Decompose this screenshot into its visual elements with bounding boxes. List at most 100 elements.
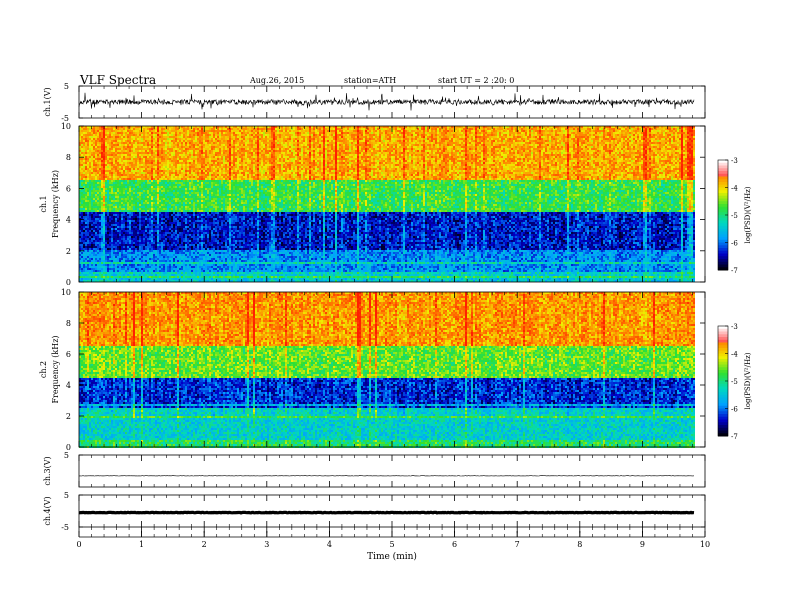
spectrogram-cell xyxy=(613,130,615,132)
spectrogram-cell xyxy=(219,130,221,132)
spectrogram-cell xyxy=(347,136,349,138)
spectrogram-cell xyxy=(285,130,287,132)
spectrogram-cell xyxy=(305,130,307,132)
spectrogram-cell xyxy=(673,130,675,132)
spectrogram-cell xyxy=(593,138,595,140)
spectrogram-cell xyxy=(481,130,483,132)
spectrogram-cell xyxy=(105,138,107,140)
spectrogram-cell xyxy=(581,130,583,132)
spectrogram-cell xyxy=(179,132,181,134)
spectrogram-cell xyxy=(409,136,411,138)
spectrogram-cell xyxy=(399,130,401,132)
spectrogram-cell xyxy=(87,138,89,140)
spectrogram-cell xyxy=(515,128,517,130)
spectrogram-cell xyxy=(615,134,617,136)
spectrogram-cell xyxy=(461,130,463,132)
spectrogram-cell xyxy=(295,134,297,136)
spectrogram-cell xyxy=(253,134,255,136)
spectrogram-cell xyxy=(183,134,185,136)
spectrogram-cell xyxy=(685,134,687,136)
spectrogram-cell xyxy=(319,134,321,136)
spectrogram-cell xyxy=(297,132,299,134)
spectrogram-cell xyxy=(411,138,413,140)
spectrogram-cell xyxy=(203,140,205,142)
spectrogram-cell xyxy=(619,138,621,140)
spectrogram-cell xyxy=(463,140,465,142)
spectrogram-cell xyxy=(405,138,407,140)
spectrogram-cell xyxy=(259,130,261,132)
spectrogram-cell xyxy=(281,132,283,134)
spectrogram-cell xyxy=(305,132,307,134)
spectrogram-cell xyxy=(263,138,265,140)
spectrogram-cell xyxy=(461,128,463,130)
spectrogram-cell xyxy=(657,138,659,140)
spectrogram-cell xyxy=(487,140,489,142)
spectrogram-cell xyxy=(651,136,653,138)
spectrogram-cell xyxy=(523,130,525,132)
spectrogram-cell xyxy=(671,136,673,138)
spectrogram-cell xyxy=(419,140,421,142)
spectrogram-cell xyxy=(113,136,115,138)
spectrogram-cell xyxy=(247,132,249,134)
spectrogram-cell xyxy=(685,138,687,140)
spectrogram-cell xyxy=(201,132,203,134)
spectrogram-cell xyxy=(445,132,447,134)
spectrogram-cell xyxy=(561,130,563,132)
spectrogram-cell xyxy=(549,130,551,132)
spectrogram-cell xyxy=(643,130,645,132)
spectrogram-cell xyxy=(517,136,519,138)
spectrogram-cell xyxy=(257,134,259,136)
spectrogram-cell xyxy=(299,134,301,136)
spectrogram-cell xyxy=(211,134,213,136)
spectrogram-cell xyxy=(421,140,423,142)
spectrogram-cell xyxy=(107,128,109,130)
spectrogram-cell xyxy=(565,128,567,130)
spectrogram-cell xyxy=(205,136,207,138)
spectrogram-cell xyxy=(545,134,547,136)
spectrogram-cell xyxy=(659,132,661,134)
spectrogram-cell xyxy=(121,132,123,134)
spectrogram-cell xyxy=(277,136,279,138)
spectrogram-cell xyxy=(109,130,111,132)
spectrogram-cell xyxy=(559,138,561,140)
spectrogram-cell xyxy=(351,140,353,142)
spectrogram-cell xyxy=(401,128,403,130)
spectrogram-cell xyxy=(641,136,643,138)
spectrogram-cell xyxy=(369,134,371,136)
spectrogram-cell xyxy=(119,140,121,142)
spectrogram-cell xyxy=(215,130,217,132)
spectrogram-cell xyxy=(521,134,523,136)
spectrogram-cell xyxy=(405,128,407,130)
spectrogram-cell xyxy=(369,130,371,132)
spectrogram-cell xyxy=(391,140,393,142)
spectrogram-cell xyxy=(243,136,245,138)
spectrogram-cell xyxy=(595,138,597,140)
spectrogram-cell xyxy=(625,138,627,140)
spectrogram-cell xyxy=(189,138,191,140)
spectrogram-cell xyxy=(525,128,527,130)
spectrogram-cell xyxy=(89,128,91,130)
spectrogram-cell xyxy=(431,130,433,132)
spectrogram-cell xyxy=(579,134,581,136)
spectrogram-cell xyxy=(133,136,135,138)
spectrogram-cell xyxy=(283,132,285,134)
spectrogram-cell xyxy=(175,138,177,140)
spectrogram-cell xyxy=(287,134,289,136)
spectrogram-cell xyxy=(467,132,469,134)
spectrogram-cell xyxy=(333,134,335,136)
spectrogram-cell xyxy=(303,130,305,132)
spectrogram-cell xyxy=(197,138,199,140)
spectrogram-cell xyxy=(163,130,165,132)
spectrogram-cell xyxy=(167,130,169,132)
spectrogram-cell xyxy=(205,140,207,142)
spectrogram-cell xyxy=(175,132,177,134)
spectrogram-cell xyxy=(389,136,391,138)
spectrogram-cell xyxy=(613,136,615,138)
spectrogram-cell xyxy=(613,128,615,130)
spectrogram-cell xyxy=(425,138,427,140)
spectrogram-cell xyxy=(565,140,567,142)
spectrogram-cell xyxy=(451,138,453,140)
spectrogram-cell xyxy=(361,134,363,136)
spectrogram-cell xyxy=(601,136,603,138)
spectrogram-cell xyxy=(435,138,437,140)
